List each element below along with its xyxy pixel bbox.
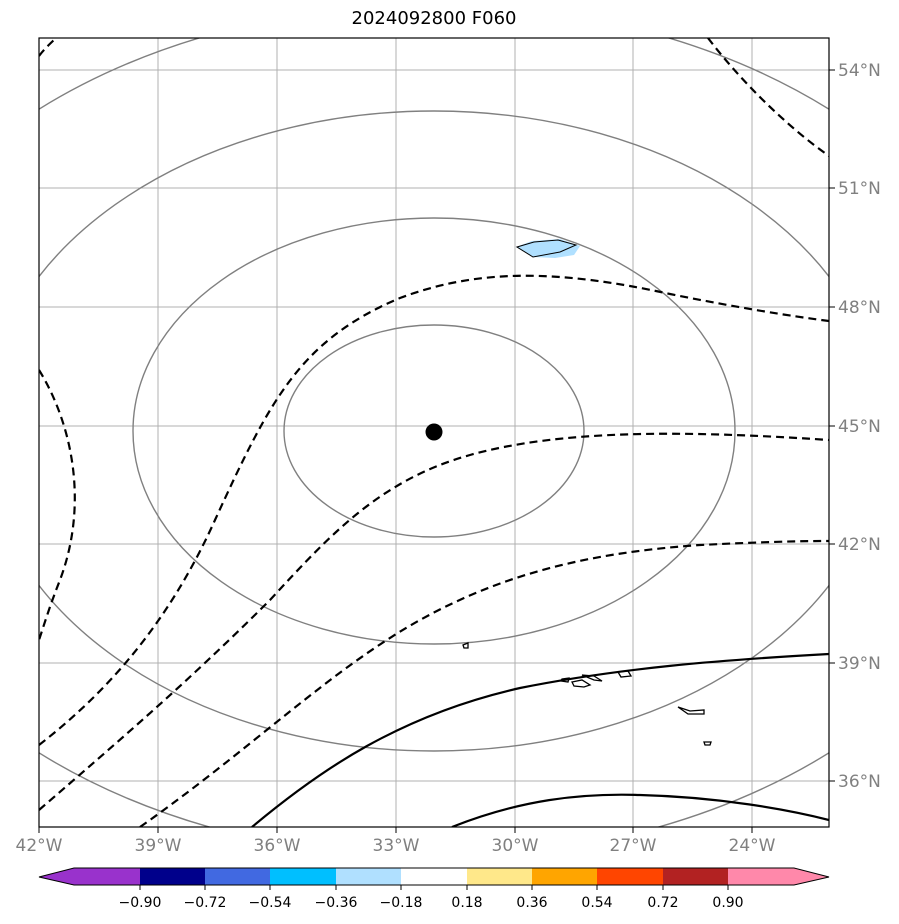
lat-label: 42°N (838, 535, 881, 555)
dashed-contour-4 (39, 274, 829, 746)
solid-contour-1 (251, 652, 829, 827)
island-2 (560, 677, 570, 683)
range-ring-1 (283, 324, 585, 538)
colorbar-tick-label: 0.54 (581, 895, 612, 911)
dashed-contour-6 (139, 539, 829, 827)
islands (462, 642, 712, 746)
colorbar-segment (74, 868, 140, 885)
lat-label: 51°N (838, 179, 881, 199)
colorbar-tick-label: −0.36 (315, 895, 358, 911)
colorbar-tick-label: 0.90 (712, 895, 743, 911)
lat-label: 54°N (838, 61, 881, 81)
lon-label: 27°W (610, 836, 657, 856)
range-ring-3 (39, 110, 829, 752)
dashed-contour-5 (39, 432, 829, 811)
lat-label: 45°N (838, 417, 881, 437)
range-ring-2 (132, 217, 736, 645)
colorbar-segment (140, 868, 205, 885)
island-4 (581, 674, 603, 682)
colorbar-segment (532, 868, 597, 885)
island-5 (616, 670, 633, 678)
tick-marks (38, 69, 835, 833)
lon-label: 24°W (729, 836, 776, 856)
lon-labels: 42°W 39°W 36°W 33°W 30°W 27°W 24°W (16, 836, 776, 856)
storm-center-marker (425, 423, 443, 441)
island-7 (703, 741, 712, 746)
colorbar-outline (38, 867, 830, 886)
colorbar-tick-label: 0.18 (451, 895, 482, 911)
colorbar-extend-high (794, 868, 829, 885)
colorbar-tick-label: 0.36 (516, 895, 547, 911)
lon-label: 30°W (492, 836, 539, 856)
colorbar-tick-label: −0.72 (184, 895, 227, 911)
colorbar: −0.90 −0.72 −0.54 −0.36 −0.18 0.18 0.36 … (38, 867, 830, 911)
dashed-contour-3 (39, 369, 76, 641)
dashed-contour-2 (707, 38, 829, 157)
island-1 (462, 642, 469, 649)
colorbar-extend-low (39, 868, 74, 885)
colorbar-segment (467, 868, 532, 885)
lat-label: 48°N (838, 298, 881, 318)
lon-label: 42°W (16, 836, 63, 856)
island-3 (571, 679, 592, 688)
colorbar-tick-label: −0.90 (119, 895, 162, 911)
solid-contour-2 (451, 793, 829, 827)
solid-contours (251, 652, 829, 827)
lat-labels: 36°N 39°N 42°N 45°N 48°N 51°N 54°N (838, 61, 881, 792)
colorbar-segment (336, 868, 401, 885)
dashed-contour-1 (39, 38, 57, 57)
island-6 (677, 706, 705, 715)
colorbar-segment (597, 868, 663, 885)
colorbar-tick-label: −0.18 (380, 895, 423, 911)
colorbar-segment (663, 868, 728, 885)
colorbar-tick-label: −0.54 (249, 895, 292, 911)
lon-label: 39°W (135, 836, 182, 856)
lon-label: 33°W (373, 836, 420, 856)
range-rings (39, 38, 829, 827)
lat-label: 39°N (838, 654, 881, 674)
shaded-region-outline (515, 239, 578, 258)
shaded-region (516, 239, 580, 258)
lat-label: 36°N (838, 772, 881, 792)
map-frame (38, 37, 830, 828)
colorbar-segment (401, 868, 467, 885)
colorbar-segment (728, 868, 794, 885)
lon-label: 36°W (254, 836, 301, 856)
dashed-contours (39, 38, 829, 827)
colorbar-tick-label: 0.72 (647, 895, 678, 911)
colorbar-segment (205, 868, 270, 885)
colorbar-segment (270, 868, 336, 885)
map-title: 2024092800 F060 (351, 8, 517, 29)
